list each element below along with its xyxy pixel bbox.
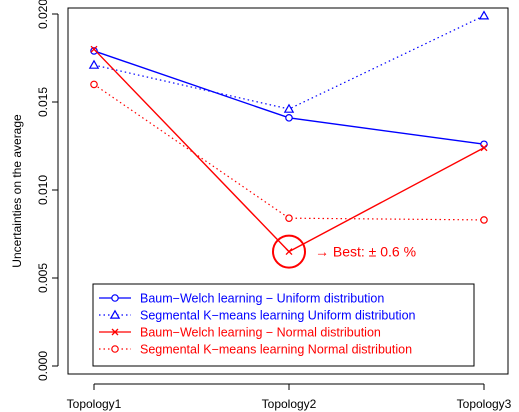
y-axis: 0.000 0.005 0.010 0.015 0.020: [36, 0, 59, 381]
legend-entry: Baum−Welch learning − Uniform distributi…: [99, 292, 384, 306]
data-point: [283, 103, 295, 113]
legend-box: [92, 283, 475, 367]
legend-swatch-marker: [111, 345, 119, 353]
annotation: → Best: ± 0.6 %: [272, 234, 416, 269]
y-tick-label: 0.000: [36, 351, 50, 381]
legend-swatch-marker: [111, 294, 119, 302]
series-line: [93, 15, 485, 110]
series-1: [90, 47, 488, 149]
x-tick-label: Topology2: [262, 397, 317, 411]
data-point: [480, 140, 488, 149]
series-2: [88, 10, 490, 113]
legend-swatch-marker: [111, 328, 119, 336]
data-point: [90, 47, 98, 55]
series-layer: [88, 10, 490, 256]
data-point: [285, 114, 293, 122]
legend-entry: Segmental K−means learning Normal distri…: [99, 343, 412, 357]
data-point: [90, 45, 98, 53]
best-annotation-label: → Best: ± 0.6 %: [315, 244, 416, 260]
y-tick-label: 0.005: [36, 263, 50, 293]
data-point: [285, 248, 293, 256]
x-tick-label: Topology3: [457, 397, 512, 411]
data-point: [480, 144, 488, 152]
legend-entry: Segmental K−means learning Uniform distr…: [99, 309, 416, 323]
y-tick-label: 0.010: [36, 175, 50, 205]
data-point: [88, 59, 100, 69]
data-point: [90, 80, 98, 89]
y-tick-label: 0.020: [36, 0, 50, 29]
series-line: [93, 50, 485, 145]
y-axis-label: Uncertainties on the average: [10, 114, 24, 268]
legend-entry: Baum−Welch learning − Normal distributio…: [99, 326, 381, 340]
x-tick-label: Topology1: [67, 397, 122, 411]
legend-label: Segmental K−means learning Normal distri…: [140, 343, 412, 357]
legend: Baum−Welch learning − Uniform distributi…: [92, 283, 475, 367]
best-highlight-circle: [272, 234, 306, 269]
series-3: [90, 45, 488, 256]
legend-label: Baum−Welch learning − Normal distributio…: [140, 326, 381, 340]
legend-swatch-marker: [109, 309, 121, 319]
y-tick-label: 0.015: [36, 87, 50, 117]
data-point: [478, 10, 490, 20]
x-axis: Topology1 Topology2 Topology3: [67, 383, 512, 411]
legend-label: Segmental K−means learning Uniform distr…: [140, 309, 416, 323]
plot-frame: [67, 7, 509, 375]
data-point: [285, 214, 293, 222]
data-point: [480, 216, 488, 224]
series-4: [90, 80, 488, 224]
legend-label: Baum−Welch learning − Uniform distributi…: [140, 292, 384, 306]
